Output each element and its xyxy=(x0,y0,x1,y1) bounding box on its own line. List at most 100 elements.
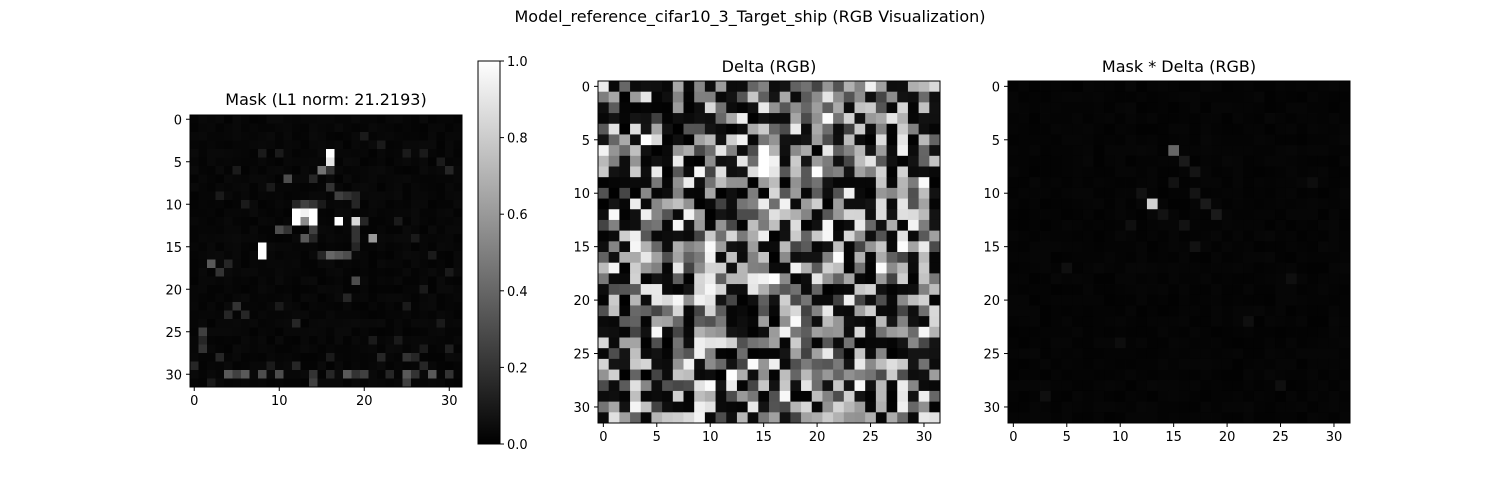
heatmap-cell xyxy=(1328,209,1340,221)
heatmap-cell xyxy=(1243,412,1255,424)
heatmap-cell xyxy=(1157,326,1169,338)
heatmap-cell xyxy=(704,241,716,253)
heatmap-cell xyxy=(662,134,674,146)
heatmap-cell xyxy=(1275,401,1287,413)
heatmap-cell xyxy=(865,113,877,125)
heatmap-cell xyxy=(833,209,845,221)
heatmap-cell xyxy=(1243,358,1255,370)
heatmap-cell xyxy=(715,305,727,317)
heatmap-cell xyxy=(249,327,259,337)
heatmap-cell xyxy=(1040,219,1052,232)
heatmap-cell xyxy=(1093,219,1105,232)
heatmap-cell xyxy=(453,115,463,124)
heatmap-cell xyxy=(833,316,845,328)
heatmap-cell xyxy=(283,302,293,311)
heatmap-cell xyxy=(360,361,369,371)
heatmap-cell xyxy=(1317,81,1330,93)
heatmap-cell xyxy=(275,361,284,371)
heatmap-cell xyxy=(1082,113,1094,125)
heatmap-cell xyxy=(215,183,225,192)
heatmap-cell xyxy=(190,225,199,235)
heatmap-cell xyxy=(875,305,887,317)
heatmap-cell xyxy=(283,259,293,269)
heatmap-cell xyxy=(833,337,845,349)
heatmap-cell xyxy=(1008,316,1020,328)
heatmap-cell xyxy=(453,370,463,379)
heatmap-cell xyxy=(266,327,276,337)
heatmap-cell xyxy=(640,134,652,146)
heatmap-cell xyxy=(436,123,446,133)
heatmap-cell xyxy=(662,305,674,317)
heatmap-cell xyxy=(865,358,877,370)
heatmap-cell xyxy=(198,200,208,209)
heatmap-cell xyxy=(704,348,716,360)
heatmap-cell xyxy=(1200,198,1212,210)
heatmap-cell xyxy=(1328,358,1340,370)
heatmap-cell xyxy=(704,198,716,210)
heatmap-cell xyxy=(1189,401,1201,413)
heatmap-cell xyxy=(736,198,749,210)
heatmap-cell xyxy=(1040,102,1052,114)
heatmap-cell xyxy=(918,230,930,242)
heatmap-cell xyxy=(428,174,437,184)
heatmap-cell xyxy=(1307,412,1319,424)
heatmap-cell xyxy=(360,200,369,209)
heatmap-cell xyxy=(411,310,420,320)
heatmap-cell xyxy=(1179,155,1191,167)
heatmap-cell xyxy=(630,198,642,210)
heatmap-cell xyxy=(630,113,642,125)
heatmap-cell xyxy=(258,259,267,269)
heatmap-cell xyxy=(907,113,920,125)
heatmap-cell xyxy=(769,81,781,93)
heatmap-cell xyxy=(630,81,642,93)
heatmap-cell xyxy=(1200,337,1212,349)
heatmap-cell xyxy=(854,113,866,125)
heatmap-cell xyxy=(1157,113,1169,125)
heatmap-cell xyxy=(436,259,446,269)
heatmap-cell xyxy=(1221,380,1233,392)
heatmap-cell xyxy=(453,361,463,371)
heatmap-cell xyxy=(598,113,610,125)
heatmap-cell xyxy=(907,145,920,157)
heatmap-cell xyxy=(683,198,695,210)
heatmap-cell xyxy=(1018,412,1030,424)
heatmap-cell xyxy=(1072,123,1084,135)
heatmap-cell xyxy=(428,378,437,388)
heatmap-cell xyxy=(241,353,250,362)
heatmap-cell xyxy=(1189,380,1201,392)
heatmap-cell xyxy=(232,140,242,150)
heatmap-cell xyxy=(1104,198,1116,210)
heatmap-cell xyxy=(619,326,631,338)
heatmap-cell xyxy=(1029,262,1041,274)
heatmap-cell xyxy=(1157,390,1169,403)
heatmap-cell xyxy=(1307,198,1319,210)
heatmap-cell xyxy=(929,305,941,317)
heatmap-cell xyxy=(343,166,352,175)
heatmap-cell xyxy=(865,348,877,360)
heatmap-cell xyxy=(368,268,378,277)
heatmap-cell xyxy=(1146,102,1159,114)
heatmap-cell xyxy=(1307,369,1319,381)
heatmap-cell xyxy=(1317,145,1330,157)
heatmap-cell xyxy=(1243,241,1255,253)
heatmap-cell xyxy=(801,155,813,167)
heatmap-cell xyxy=(411,183,420,192)
heatmap-cell xyxy=(1317,187,1330,199)
heatmap-cell xyxy=(436,115,446,124)
heatmap-cell xyxy=(811,262,823,274)
heatmap-cell xyxy=(249,200,259,209)
heatmap-cell xyxy=(207,132,216,141)
heatmap-cell xyxy=(694,401,706,413)
heatmap-cell xyxy=(1072,305,1084,317)
heatmap-cell xyxy=(598,273,610,285)
heatmap-cell xyxy=(694,316,706,328)
heatmap-cell xyxy=(662,241,674,253)
heatmap-cell xyxy=(907,348,920,360)
heatmap-cell xyxy=(1232,380,1244,392)
heatmap-cell xyxy=(747,273,759,285)
heatmap-cell xyxy=(598,177,610,189)
heatmap-cell xyxy=(1179,252,1191,264)
heatmap-cell xyxy=(445,183,454,192)
heatmap-cell xyxy=(1232,134,1244,146)
heatmap-cell xyxy=(283,183,293,192)
